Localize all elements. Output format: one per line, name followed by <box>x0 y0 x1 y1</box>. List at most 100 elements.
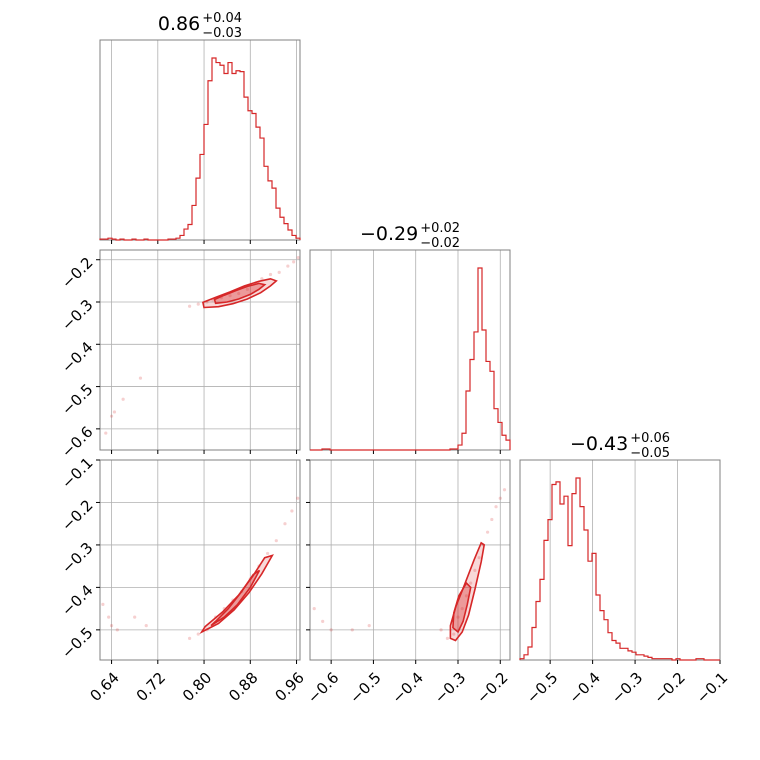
scatter-panel-p1-p2-sample-point-8 <box>456 615 460 619</box>
scatter-panel-p1-p2-sample-point-5 <box>439 628 443 632</box>
scatter-panel-p0-p2-content <box>101 496 300 640</box>
scatter-panel-p1-p2-sample-point-15 <box>485 530 490 534</box>
scatter-panel-p1-p2-sample-point-0 <box>312 607 316 611</box>
title-upper-p2: +0.06 <box>630 431 670 446</box>
x-tick-label-p1-1: −0.5 <box>346 669 384 707</box>
y-tick-label-p2-1: −0.4 <box>58 581 96 619</box>
title-median-p1: −0.29 <box>360 223 418 245</box>
title-median-p2: −0.43 <box>570 433 628 455</box>
scatter-panel-p0-p1-sample-point-10 <box>228 294 232 298</box>
scatter-panel-p1-p2-sample-point-9 <box>460 607 464 611</box>
scatter-panel-p0-p2-sample-point-3 <box>115 628 119 632</box>
panel-title-p1: −0.29 <box>360 223 418 245</box>
scatter-panel-p0-p1-contour-outer <box>201 277 278 309</box>
panel-title-p2: −0.43 <box>570 433 628 455</box>
scatter-panel-p1-p2-sample-point-7 <box>452 632 456 636</box>
scatter-panel-p0-p1-sample-point-16 <box>277 270 281 275</box>
scatter-panel-p0-p1-sample-point-18 <box>292 260 296 264</box>
scatter-panel-p0-p1-sample-point-3 <box>121 397 125 401</box>
scatter-panel-p0-p2-frame <box>99 459 301 661</box>
scatter-panel-p1-p2-sample-point-1 <box>321 619 325 623</box>
x-tick-label-p1-0: −0.6 <box>304 669 342 707</box>
x-tick-label-p2-2: −0.3 <box>608 669 646 707</box>
scatter-panel-p0-p2-sample-point-7 <box>196 632 200 636</box>
scatter-panel-p1-p2-sample-point-10 <box>464 594 469 598</box>
panel-title-p0: 0.86 <box>158 13 200 35</box>
scatter-panel-p0-p2-sample-point-15 <box>266 551 270 556</box>
x-tick-label-p1-2: −0.4 <box>389 669 427 707</box>
hist-panel-p1-frame <box>309 249 511 451</box>
x-tick-label-p0-2: 0.80 <box>179 669 215 705</box>
title-upper-p0: +0.04 <box>202 11 242 26</box>
scatter-panel-p0-p2-sample-point-6 <box>187 636 192 640</box>
y-tick-label-p2-0: −0.5 <box>58 624 96 662</box>
scatter-panel-p0-p1-sample-point-2 <box>112 410 117 414</box>
scatter-panel-p0-p2-sample-point-0 <box>101 602 105 606</box>
x-tick-label-p2-4: −0.1 <box>693 669 731 707</box>
x-tick-label-p0-3: 0.88 <box>225 669 261 705</box>
scatter-panel-p1-p2-sample-point-6 <box>445 636 450 640</box>
y-tick-label-p2-4: −0.1 <box>58 454 96 492</box>
scatter-panel-p1-p2-sample-point-12 <box>473 568 477 573</box>
title-upper-p1: +0.02 <box>420 221 460 236</box>
y-tick-label-p1-1: −0.5 <box>58 380 96 418</box>
title-median-p0: 0.86 <box>158 13 200 35</box>
title-lower-p0: −0.03 <box>202 26 242 41</box>
x-tick-label-p1-4: −0.2 <box>473 669 511 707</box>
scatter-panel-p0-p2-sample-point-17 <box>283 522 287 526</box>
y-tick-label-p1-4: −0.2 <box>58 254 96 292</box>
scatter-panel-p0-p2-sample-point-2 <box>109 624 114 628</box>
scatter-panel-p0-p1-sample-point-5 <box>187 304 192 308</box>
scatter-panel-p0-p1-sample-point-4 <box>138 376 143 380</box>
scatter-panel-p1-p2-content <box>312 488 507 642</box>
scatter-panel-p1-p2-contour-outer <box>449 541 486 642</box>
x-tick-label-p2-3: −0.2 <box>650 669 688 707</box>
scatter-panel-p0-p2-contour-inner <box>210 569 261 627</box>
scatter-panel-p1-p2-sample-point-11 <box>469 581 473 585</box>
y-tick-label-p2-2: −0.3 <box>58 539 96 577</box>
hist-panel-p1-step-line <box>310 267 511 451</box>
scatter-panel-p0-p1-content <box>104 256 300 435</box>
x-tick-label-p0-1: 0.72 <box>133 669 169 705</box>
scatter-panel-p0-p1-frame <box>99 249 301 451</box>
scatter-panel-p0-p1-sample-point-14 <box>260 277 264 281</box>
scatter-panel-p0-p2-sample-point-1 <box>107 615 111 619</box>
scatter-panel-p0-p2-sample-point-18 <box>290 509 294 513</box>
scatter-panel-p1-p2-sample-point-2 <box>329 628 333 632</box>
scatter-panel-p1-p2-sample-point-18 <box>498 496 502 500</box>
x-tick-label-p0-4: 0.96 <box>271 669 307 705</box>
scatter-panel-p0-p1-sample-point-17 <box>286 264 290 268</box>
scatter-panel-p0-p1-sample-point-1 <box>109 414 114 418</box>
x-tick-label-p0-0: 0.64 <box>87 669 123 705</box>
hist-panel-p0-frame <box>99 39 301 241</box>
scatter-panel-p0-p1-sample-point-11 <box>237 291 241 296</box>
scatter-panel-p0-p1-sample-point-12 <box>245 287 249 291</box>
y-tick-label-p1-2: −0.4 <box>58 338 96 376</box>
y-tick-label-p2-3: −0.2 <box>58 496 96 534</box>
scatter-panel-p0-p2-sample-point-16 <box>274 539 278 543</box>
scatter-panel-p0-p1-sample-point-15 <box>268 272 273 277</box>
x-tick-label-p2-1: −0.4 <box>565 669 603 707</box>
scatter-panel-p0-p1-sample-point-6 <box>196 302 200 306</box>
y-tick-label-p1-0: −0.6 <box>58 423 96 461</box>
scatter-panel-p1-p2-sample-point-17 <box>494 505 498 509</box>
scatter-panel-p0-p2-sample-point-19 <box>296 496 300 500</box>
y-tick-label-p1-3: −0.3 <box>58 296 96 334</box>
hist-panel-p2-frame <box>519 459 721 661</box>
x-tick-label-p2-0: −0.5 <box>523 669 561 707</box>
scatter-panel-p0-p1-sample-point-0 <box>104 431 108 435</box>
x-tick-label-p1-3: −0.3 <box>431 669 469 707</box>
title-lower-p2: −0.05 <box>630 446 670 461</box>
scatter-panel-p1-p2-contour-inner <box>452 581 472 634</box>
hist-panel-p0-step-line <box>99 57 301 241</box>
scatter-panel-p1-p2-sample-point-3 <box>350 628 354 632</box>
scatter-panel-p1-p2-sample-point-19 <box>502 488 507 492</box>
scatter-panel-p1-p2-sample-point-13 <box>477 556 481 560</box>
scatter-panel-p1-p2-frame <box>309 459 511 661</box>
scatter-panel-p0-p2-sample-point-4 <box>133 615 137 619</box>
scatter-panel-p0-p2-contour-outer <box>199 554 274 635</box>
scatter-panel-p0-p1-sample-point-19 <box>296 256 300 260</box>
scatter-panel-p0-p2-sample-point-5 <box>144 624 148 628</box>
scatter-panel-p0-p1-contour-inner <box>213 282 267 305</box>
